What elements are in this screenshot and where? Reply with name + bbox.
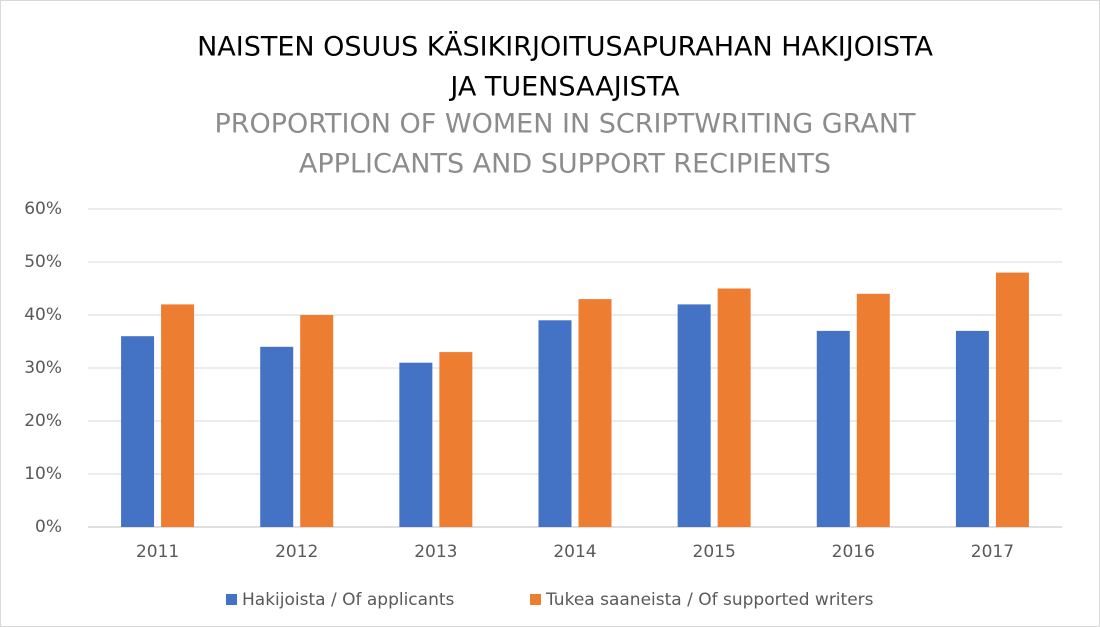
y-tick-label: 10% — [24, 464, 62, 484]
legend-swatch — [226, 594, 237, 605]
y-tick-label: 40% — [24, 305, 62, 325]
chart-title: NAISTEN OSUUS KÄSIKIRJOITUSAPURAHAN HAKI… — [197, 31, 933, 63]
bar — [717, 288, 751, 527]
bar — [439, 352, 473, 527]
bar — [399, 362, 433, 527]
x-tick-label: 2014 — [553, 542, 596, 562]
y-tick-label: 60% — [24, 199, 62, 219]
y-tick-label: 20% — [24, 411, 62, 431]
bar — [538, 320, 572, 527]
bar — [121, 336, 155, 527]
bar — [816, 330, 850, 527]
bar — [856, 293, 890, 527]
y-tick-label: 0% — [35, 517, 62, 537]
bar — [578, 299, 612, 527]
x-tick-label: 2017 — [971, 542, 1014, 562]
x-tick-label: 2015 — [693, 542, 736, 562]
chart-title: JA TUENSAAJISTA — [448, 72, 680, 103]
x-tick-label: 2012 — [275, 542, 318, 562]
bar — [677, 304, 711, 527]
chart-subtitle: PROPORTION OF WOMEN IN SCRIPTWRITING GRA… — [214, 109, 916, 140]
bar — [260, 346, 294, 527]
legend-label: Tukea saaneista / Of supported writers — [545, 590, 874, 610]
bar — [161, 304, 195, 527]
bar — [995, 272, 1029, 527]
chart-subtitle: APPLICANTS AND SUPPORT RECIPIENTS — [299, 149, 831, 180]
legend-swatch — [530, 594, 541, 605]
y-tick-label: 30% — [24, 358, 62, 378]
y-tick-label: 50% — [24, 252, 62, 272]
x-tick-label: 2013 — [414, 542, 457, 562]
x-tick-label: 2011 — [136, 542, 179, 562]
legend-label: Hakijoista / Of applicants — [242, 590, 455, 610]
bar — [955, 330, 989, 527]
bar — [300, 315, 334, 527]
x-tick-label: 2016 — [832, 542, 875, 562]
